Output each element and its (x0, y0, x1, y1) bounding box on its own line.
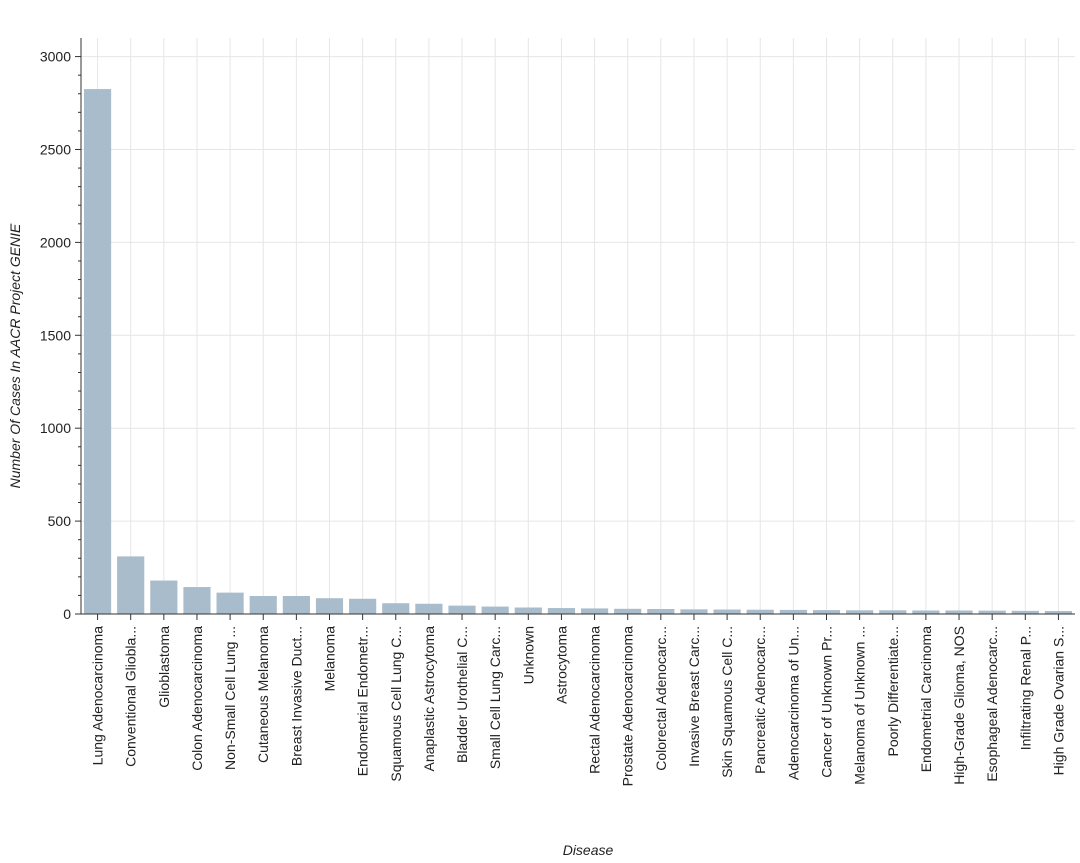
bar (349, 598, 377, 614)
x-tick-label: Lung Adenocarcinoma (90, 626, 106, 766)
y-tick-label: 500 (48, 513, 72, 529)
x-tick-label: Pancreatic Adenocarc... (752, 626, 768, 774)
bar (978, 610, 1006, 614)
x-tick-label: Astrocytoma (553, 626, 569, 704)
bar (647, 608, 675, 614)
x-axis-ticks: Lung Adenocarcinoma Conventional Gliobla.… (90, 614, 1066, 787)
x-tick-label: Endometrial Carcinoma (918, 626, 934, 772)
x-tick-label: Colon Adenocarcinoma (189, 626, 205, 771)
x-tick-label: Endometrial Endometr... (355, 626, 371, 776)
gridlines (81, 38, 1075, 615)
bar (779, 609, 807, 614)
y-tick-label: 2500 (40, 141, 71, 157)
bar (514, 607, 542, 614)
x-tick-label: Skin Squamous Cell C... (719, 626, 735, 778)
bar (117, 556, 145, 614)
bar (150, 580, 178, 614)
x-tick-label: Breast Invasive Duct... (288, 626, 304, 766)
bar (846, 610, 874, 614)
x-tick-label: Non-Small Cell Lung ... (222, 626, 238, 770)
bar (879, 610, 907, 614)
bars (83, 89, 1073, 614)
bar (1011, 610, 1039, 614)
x-tick-label: Unknown (520, 626, 536, 684)
bar (415, 603, 443, 614)
axes (80, 38, 1075, 615)
bar (812, 610, 841, 614)
y-axis-title: Number Of Cases In AACR Project GENIE (7, 223, 23, 488)
x-tick-label: Cancer of Unknown Pr... (819, 626, 835, 778)
x-tick-label: Infiltrating Renal P... (1017, 626, 1033, 750)
x-tick-label: Rectal Adenocarcinoma (587, 626, 603, 774)
y-tick-label: 1500 (40, 327, 71, 343)
x-tick-label: High-Grade Glioma, NOS (951, 626, 967, 785)
x-tick-label: Anaplastic Astrocytoma (421, 626, 437, 772)
x-tick-label: Adenocarcinoma of Un... (785, 626, 801, 780)
x-axis-title: Disease (563, 842, 614, 858)
x-tick-label: High Grade Ovarian S... (1050, 626, 1066, 775)
bar (216, 592, 244, 614)
x-tick-label: Colorectal Adenocarc... (653, 626, 669, 771)
x-tick-label: Squamous Cell Lung C... (388, 626, 404, 782)
bar (481, 606, 509, 614)
bar (547, 608, 576, 614)
y-tick-label: 3000 (40, 49, 71, 65)
bar (746, 609, 774, 614)
x-tick-label: Poorly Differentiate... (885, 626, 901, 756)
bar (382, 603, 410, 614)
x-tick-label: Cutaneous Melanoma (255, 626, 271, 763)
x-tick-label: Prostate Adenocarcinoma (620, 626, 636, 787)
bar (183, 587, 211, 614)
bar (83, 89, 112, 614)
bar (713, 609, 741, 614)
x-tick-label: Melanoma (322, 626, 338, 692)
y-axis-ticks: 0 500 1000 1500 2000 2500 3000 (40, 49, 81, 622)
x-tick-label: Conventional Gliobla... (123, 626, 139, 767)
bar (680, 609, 708, 614)
bar (945, 610, 973, 614)
y-tick-label: 0 (63, 606, 71, 622)
bar (315, 598, 344, 614)
y-tick-label: 1000 (40, 420, 71, 436)
y-tick-label: 2000 (40, 234, 71, 250)
x-tick-label: Glioblastoma (156, 626, 172, 708)
bar (282, 595, 310, 614)
bar (614, 608, 642, 614)
bar (580, 608, 609, 614)
x-tick-label: Melanoma of Unknown ... (852, 626, 868, 785)
bar (249, 595, 277, 614)
bar (912, 610, 940, 614)
x-tick-label: Invasive Breast Carc... (686, 626, 702, 767)
x-tick-label: Small Cell Lung Carc... (487, 626, 503, 769)
x-tick-label: Bladder Urothelial C... (454, 626, 470, 763)
bar (448, 605, 476, 614)
x-tick-label: Esophageal Adenocarc... (984, 626, 1000, 782)
bar (1044, 611, 1073, 614)
